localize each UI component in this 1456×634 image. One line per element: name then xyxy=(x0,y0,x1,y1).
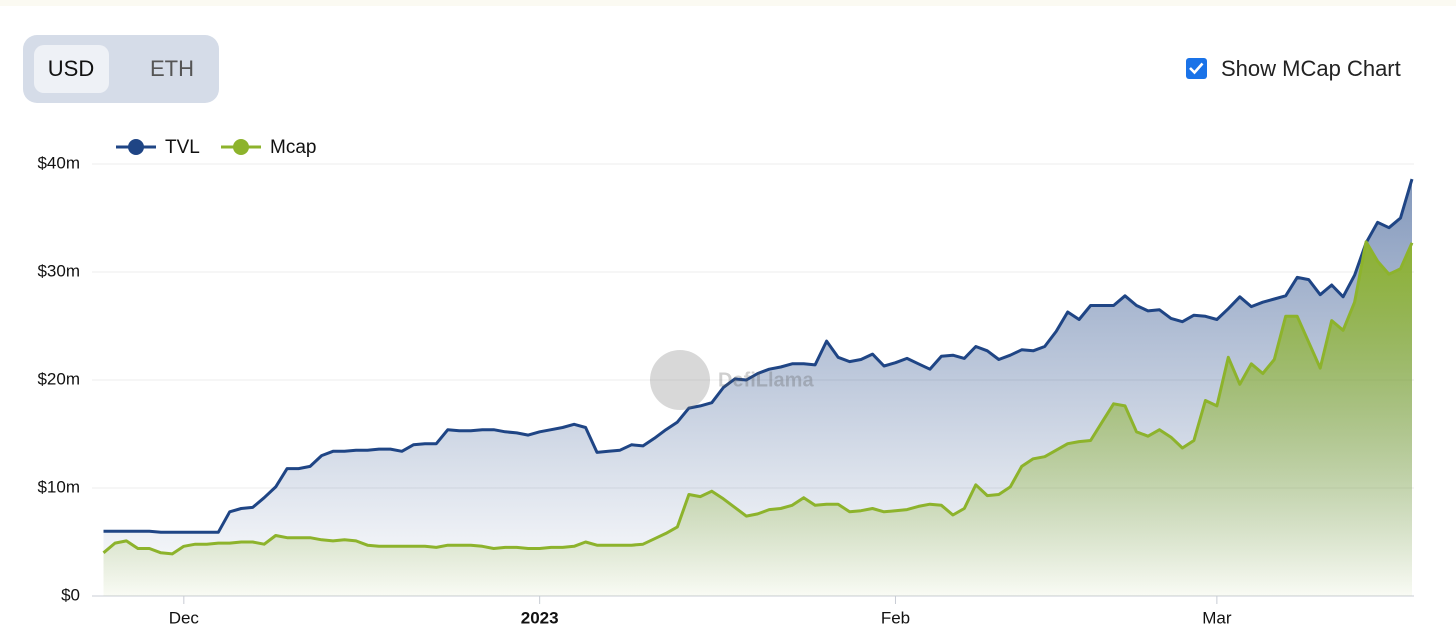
line xyxy=(103,178,1414,534)
x-tick-label: 2023 xyxy=(521,608,559,627)
legend-label: Mcap xyxy=(270,137,316,158)
toggle-option[interactable]: USD xyxy=(48,56,94,81)
y-tick-label: $10m xyxy=(37,477,80,496)
x-tick-label: Dec xyxy=(169,608,200,627)
selected-pill[interactable] xyxy=(34,45,109,93)
y-tick-label: $40m xyxy=(37,153,80,172)
checkbox-label[interactable]: Show MCap Chart xyxy=(1221,56,1401,81)
watermark-logo xyxy=(650,350,710,410)
y-tick-label: $0 xyxy=(61,585,80,604)
checkmark xyxy=(1189,62,1204,75)
y-tick-label: $30m xyxy=(37,261,80,280)
legend-label: TVL xyxy=(165,137,200,158)
x-tick-label: Feb xyxy=(881,608,910,627)
x-tick-label: Mar xyxy=(1202,608,1232,627)
toggle-option[interactable]: ETH xyxy=(150,56,194,81)
legend-marker xyxy=(233,139,249,155)
legend-marker xyxy=(128,139,144,155)
plot-layer: $0 $10m $20m $30m $40m Dec 2023 Feb Mar xyxy=(37,153,1414,627)
top-strip xyxy=(0,0,1456,6)
y-tick-label: $20m xyxy=(37,369,80,388)
checkbox[interactable] xyxy=(1186,58,1207,79)
area xyxy=(103,241,1412,597)
line xyxy=(102,240,1414,556)
watermark-text: DefiLlama xyxy=(718,369,814,391)
watermark: DefiLlama xyxy=(650,350,814,410)
